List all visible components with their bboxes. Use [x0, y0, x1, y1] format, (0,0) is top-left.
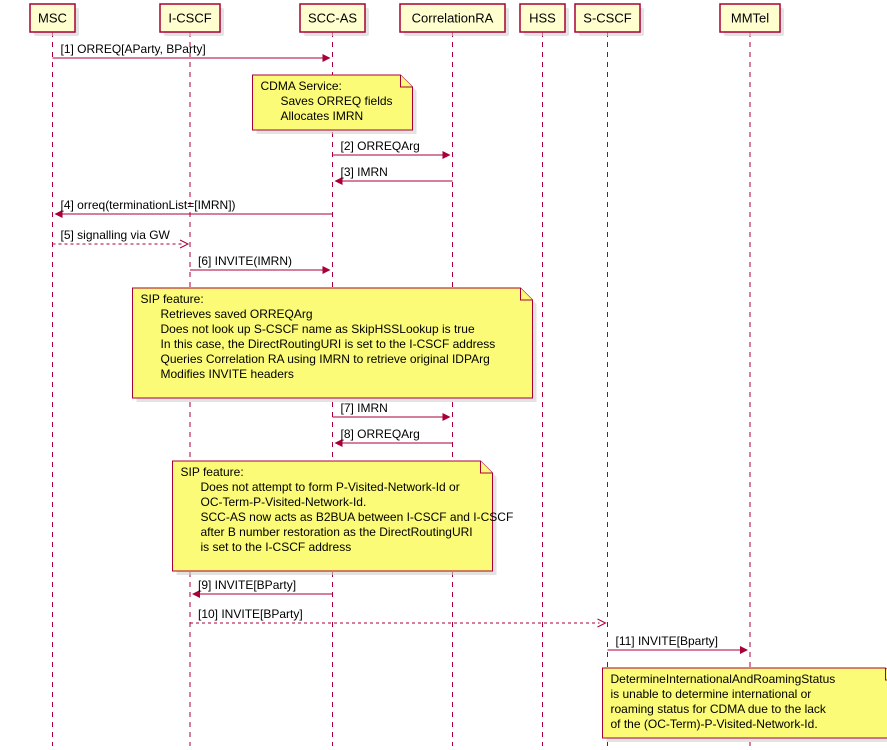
participant-label: I-CSCF: [168, 11, 211, 26]
message-arrow: [3] IMRN: [335, 165, 453, 185]
note-line: Saves ORREQ fields: [281, 94, 393, 108]
note-line: DetermineInternationalAndRoamingStatus: [611, 672, 836, 686]
note-line: Modifies INVITE headers: [161, 367, 294, 381]
participant-label: HSS: [529, 11, 556, 26]
message-arrow: [9] INVITE[BParty]: [192, 578, 333, 598]
message-label: [2] ORREQArg: [341, 139, 420, 153]
note-title: SIP feature:: [141, 292, 204, 306]
participant-label: MMTel: [731, 11, 769, 26]
message-arrow: [6] INVITE(IMRN): [190, 254, 331, 274]
note-line: OC-Term-P-Visited-Network-Id.: [201, 495, 367, 509]
message-label: [3] IMRN: [341, 165, 388, 179]
note-line: In this case, the DirectRoutingURI is se…: [161, 337, 496, 351]
message-label: [10] INVITE[BParty]: [198, 607, 303, 621]
note-line: Retrieves saved ORREQArg: [161, 307, 313, 321]
message-label: [6] INVITE(IMRN): [198, 254, 292, 268]
message-arrow: [2] ORREQArg: [333, 139, 451, 159]
message-arrow: [10] INVITE[BParty]: [190, 607, 606, 627]
note-line: Queries Correlation RA using IMRN to ret…: [161, 352, 490, 366]
note-line: SCC-AS now acts as B2BUA between I-CSCF …: [201, 510, 514, 524]
message-label: [4] orreq(terminationList=[IMRN]): [61, 198, 236, 212]
message-arrow: [7] IMRN: [333, 401, 451, 421]
message-arrow: [8] ORREQArg: [335, 427, 453, 447]
message-label: [9] INVITE[BParty]: [198, 578, 296, 592]
message-label: [1] ORREQ[AParty, BParty]: [61, 42, 206, 56]
note-line: is unable to determine international or: [611, 687, 812, 701]
message-label: [5] signalling via GW: [61, 228, 171, 242]
note-line: roaming status for CDMA due to the lack: [611, 702, 827, 716]
participant-label: SCC-AS: [308, 11, 357, 26]
note-line: Allocates IMRN: [281, 109, 364, 123]
note-line: after B number restoration as the Direct…: [201, 525, 473, 539]
sequence-diagram: MSC I-CSCF SCC-AS CorrelationRA HSS S-CSCF MMT…: [0, 0, 887, 750]
message-label: [8] ORREQArg: [341, 427, 420, 441]
participant-label: MSC: [38, 11, 67, 26]
participant-label: S-CSCF: [583, 11, 631, 26]
participant-label: CorrelationRA: [412, 11, 494, 26]
message-label: [7] IMRN: [341, 401, 388, 415]
note-line: of the (OC-Term)-P-Visited-Network-Id.: [611, 717, 818, 731]
message-arrow: [11] INVITE[Bparty]: [608, 634, 749, 654]
message-arrow: [5] signalling via GW: [53, 228, 189, 248]
note-title: SIP feature:: [181, 465, 244, 479]
note-line: Does not look up S-CSCF name as SkipHSSL…: [161, 322, 475, 336]
note-title: CDMA Service:: [261, 79, 342, 93]
message-label: [11] INVITE[Bparty]: [616, 634, 718, 648]
note-line: Does not attempt to form P-Visited-Netwo…: [201, 480, 460, 494]
message-arrow: [1] ORREQ[AParty, BParty]: [53, 42, 331, 62]
message-arrow: [4] orreq(terminationList=[IMRN]): [55, 198, 333, 218]
note-line: is set to the I-CSCF address: [201, 540, 352, 554]
